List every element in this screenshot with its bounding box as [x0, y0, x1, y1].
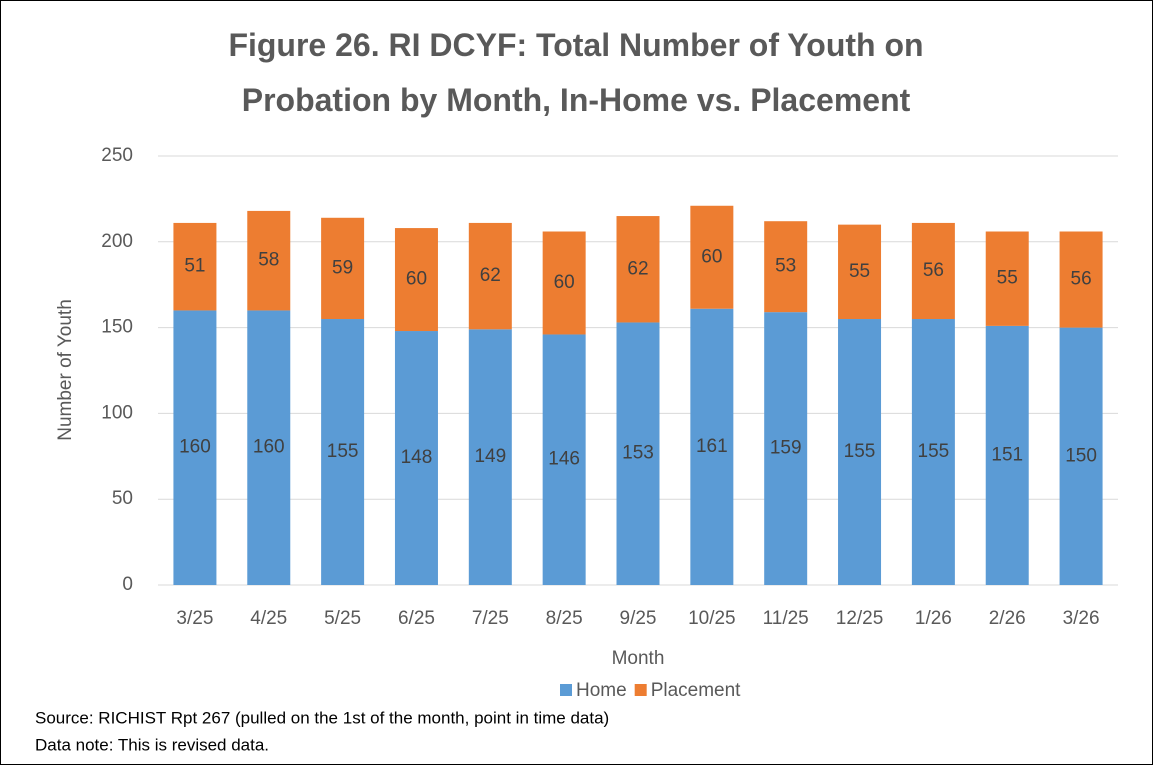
bar-segment: [616, 216, 660, 323]
legend-label: Placement: [651, 680, 741, 701]
bar-segment: [911, 319, 955, 585]
bar-segment: [985, 325, 1029, 585]
x-tick-label: 4/25: [250, 608, 287, 629]
x-tick-label: 5/25: [324, 608, 361, 629]
x-tick-label: 3/25: [176, 608, 213, 629]
bar-segment: [468, 222, 512, 330]
bar-segment: [1059, 231, 1103, 328]
x-tick-label: 1/26: [915, 608, 952, 629]
y-tick-label: 150: [101, 317, 133, 338]
bar-segment: [838, 224, 882, 320]
bar-segment: [394, 228, 438, 332]
data-label: 151: [991, 444, 1023, 465]
x-tick-label: 11/25: [763, 608, 809, 629]
bar-segment: [321, 319, 365, 585]
x-tick-label: 9/25: [620, 608, 657, 629]
x-tick-label: 6/25: [398, 608, 435, 629]
bar-segment: [173, 222, 217, 311]
data-label: 149: [474, 446, 506, 467]
y-tick-label: 250: [101, 145, 133, 166]
legend-swatch: [634, 684, 647, 696]
data-label: 55: [849, 261, 870, 282]
data-label: 62: [627, 258, 648, 279]
bar-segment: [764, 312, 808, 585]
legend-label: Home: [576, 680, 627, 701]
data-label: 146: [548, 449, 580, 470]
bar-segment: [1059, 327, 1103, 585]
chart-title: Figure 26. RI DCYF: Total Number of Yout…: [228, 27, 924, 118]
x-tick-label: 10/25: [688, 608, 736, 629]
data-label: 161: [696, 436, 728, 457]
bar-segment: [985, 231, 1029, 326]
bar-segment: [542, 231, 586, 335]
legend-swatch: [560, 684, 572, 696]
bar-segment: [838, 319, 882, 585]
bar-segment: [321, 217, 365, 320]
data-label: 155: [327, 441, 359, 462]
bar-segment: [173, 310, 217, 585]
bar-segment: [247, 210, 291, 311]
bar-segment: [394, 331, 438, 585]
data-label: 53: [775, 256, 796, 277]
data-label: 56: [1071, 269, 1092, 290]
x-tick-label: 12/25: [836, 608, 884, 629]
data-label: 55: [997, 268, 1018, 289]
data-label: 59: [332, 257, 353, 278]
bar-segment: [542, 334, 586, 585]
y-tick-label: 50: [112, 488, 133, 509]
y-tick-label: 0: [122, 574, 133, 595]
x-tick-label: 3/26: [1063, 608, 1100, 629]
data-label: 60: [701, 246, 722, 267]
data-label: 155: [844, 441, 876, 462]
data-label: 159: [770, 438, 802, 459]
data-label: 56: [923, 260, 944, 281]
bar-segment: [764, 221, 808, 313]
y-tick-label: 100: [101, 402, 133, 423]
bar-segment: [690, 205, 734, 309]
data-label: 60: [554, 272, 575, 293]
bar-segment: [247, 310, 291, 585]
data-label: 60: [406, 269, 427, 290]
source-note: Source: RICHIST Rpt 267 (pulled on the 1…: [35, 708, 609, 727]
data-note: Data note: This is revised data.: [35, 735, 269, 754]
bar-segment: [468, 329, 512, 585]
bar-segment: [911, 222, 955, 320]
data-label: 51: [184, 256, 205, 277]
data-label: 155: [918, 441, 950, 462]
data-label: 62: [480, 265, 501, 286]
y-axis-label: Number of Youth: [55, 299, 76, 441]
bar-segment: [616, 322, 660, 585]
data-label: 148: [401, 447, 433, 468]
x-tick-label: 7/25: [472, 608, 509, 629]
data-label: 150: [1065, 445, 1097, 466]
data-label: 153: [622, 443, 654, 464]
y-tick-label: 200: [101, 231, 133, 252]
data-label: 160: [253, 437, 285, 458]
x-axis-label: Month: [612, 648, 665, 669]
x-tick-label: 8/25: [546, 608, 583, 629]
data-label: 58: [258, 250, 279, 271]
data-label: 160: [179, 437, 211, 458]
x-tick-label: 2/26: [989, 608, 1026, 629]
bar-segment: [690, 308, 734, 585]
